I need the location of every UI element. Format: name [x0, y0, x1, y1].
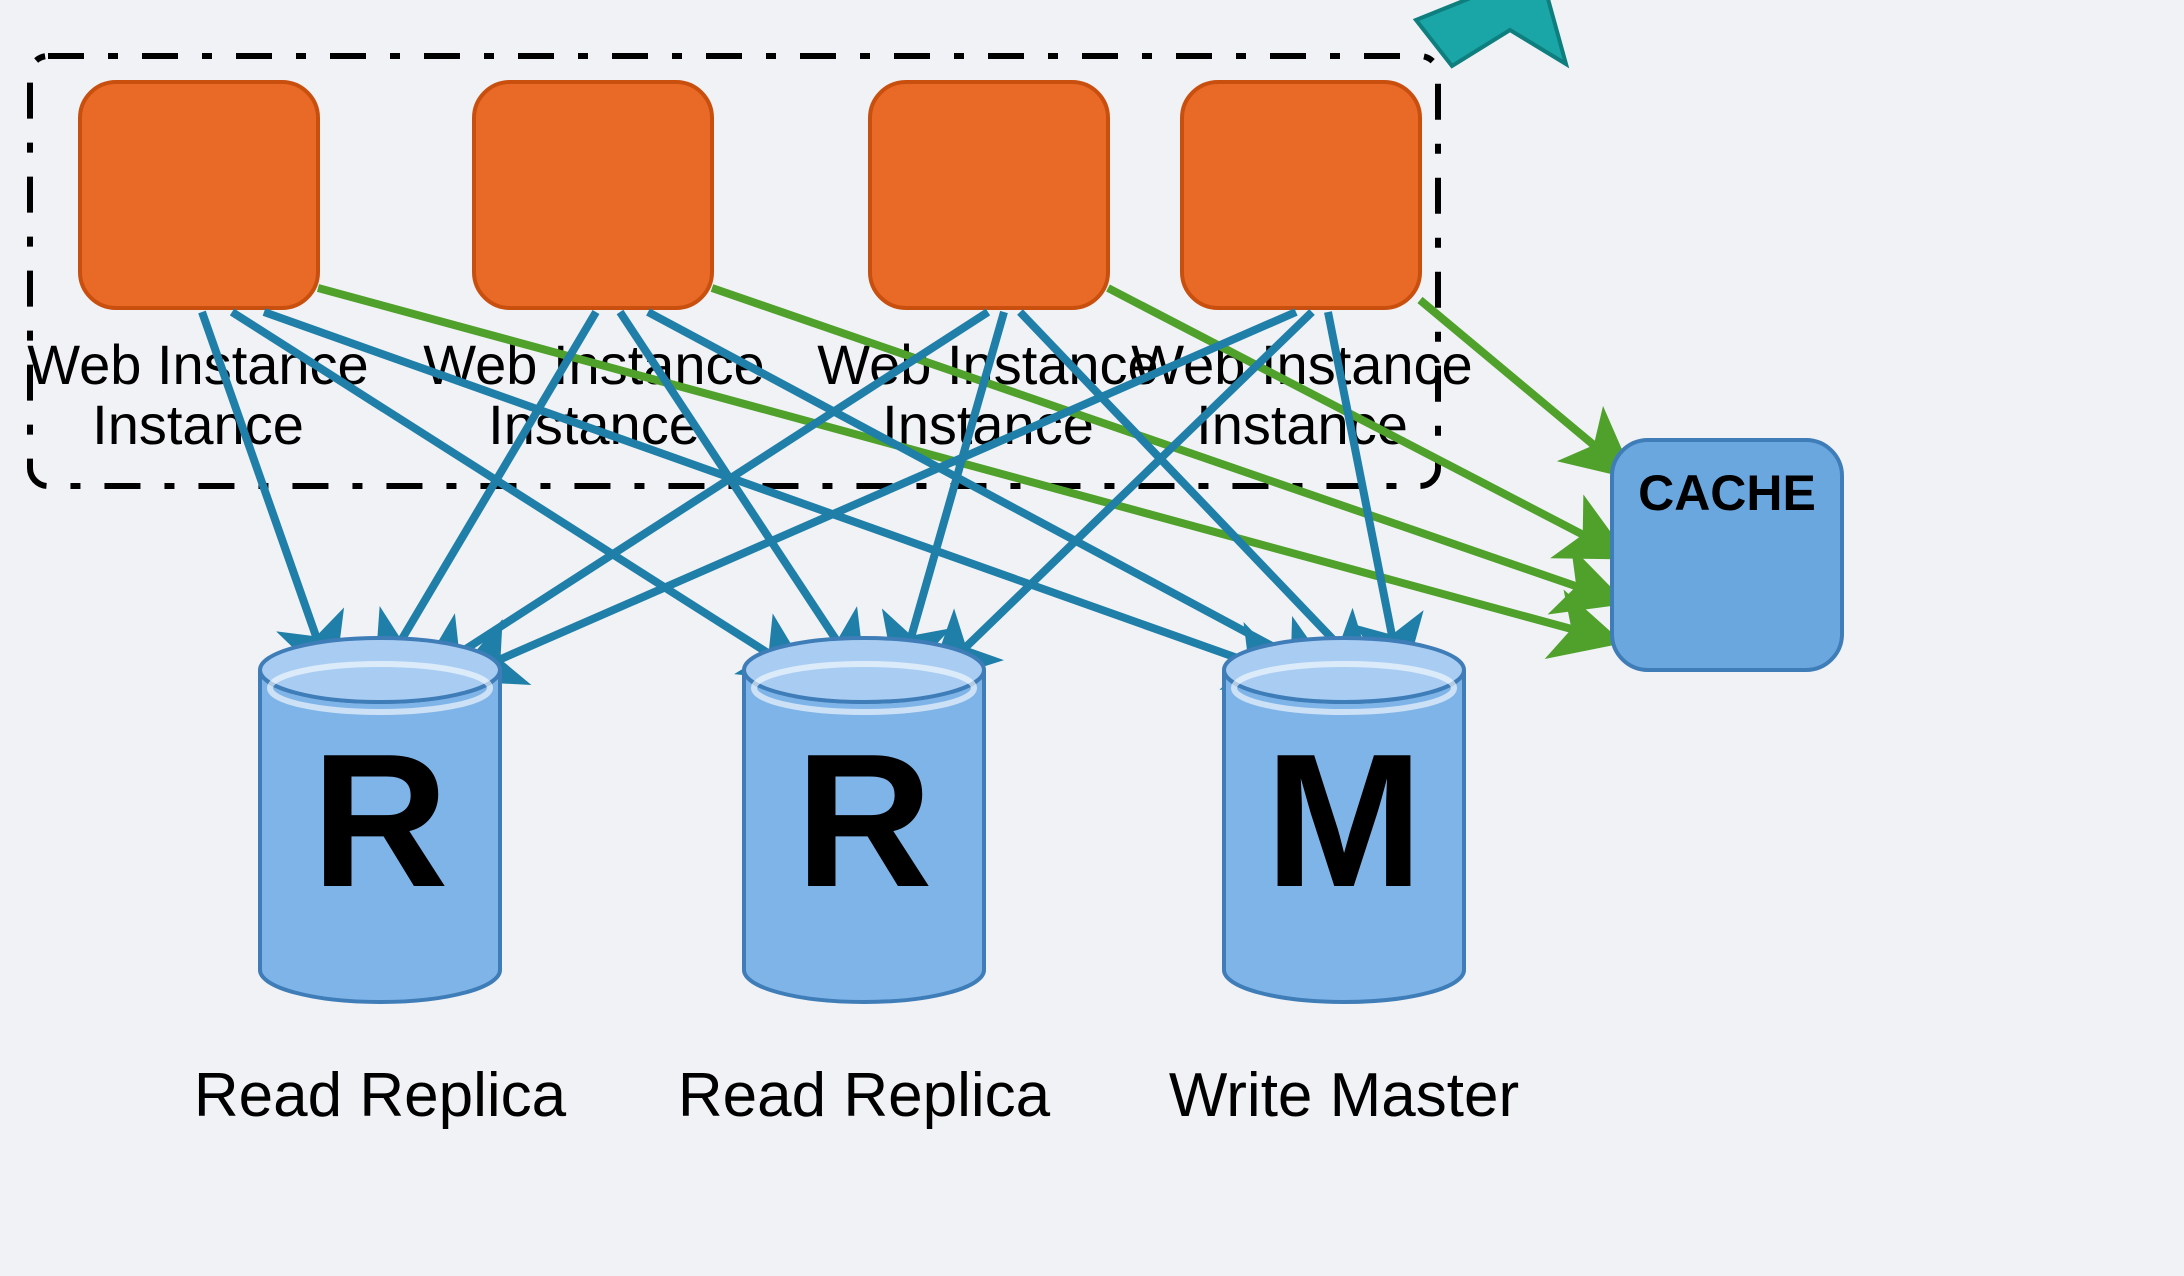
database-letter: M: [1265, 715, 1423, 927]
web-instance-label-line2: Instance: [92, 393, 304, 456]
database-role-label: Read Replica: [194, 1061, 567, 1130]
database-node: M: [1224, 638, 1464, 1002]
database-node: R: [260, 638, 500, 1002]
database-letter: R: [311, 715, 448, 927]
web-instance-node: Web InstanceInstance: [1131, 82, 1472, 456]
db-labels-group: Read Replica Read Replica Write Master: [194, 1061, 1519, 1130]
database-letter: R: [795, 715, 932, 927]
databases-group: RRM: [260, 638, 1464, 1002]
architecture-diagram: Web InstanceInstanceWeb InstanceInstance…: [0, 0, 2184, 1276]
cache-label: CACHE: [1638, 465, 1816, 521]
cache-node: CACHE: [1612, 440, 1842, 670]
incoming-pointer-icon: [1416, 0, 1566, 66]
database-node: R: [744, 638, 984, 1002]
web-instance-node: Web InstanceInstance: [27, 82, 368, 456]
database-role-label: Read Replica: [678, 1061, 1051, 1130]
web-instance-node: Web InstanceInstance: [423, 82, 764, 456]
web-instances-group: Web InstanceInstanceWeb InstanceInstance…: [27, 82, 1472, 456]
database-role-label: Write Master: [1169, 1061, 1519, 1130]
